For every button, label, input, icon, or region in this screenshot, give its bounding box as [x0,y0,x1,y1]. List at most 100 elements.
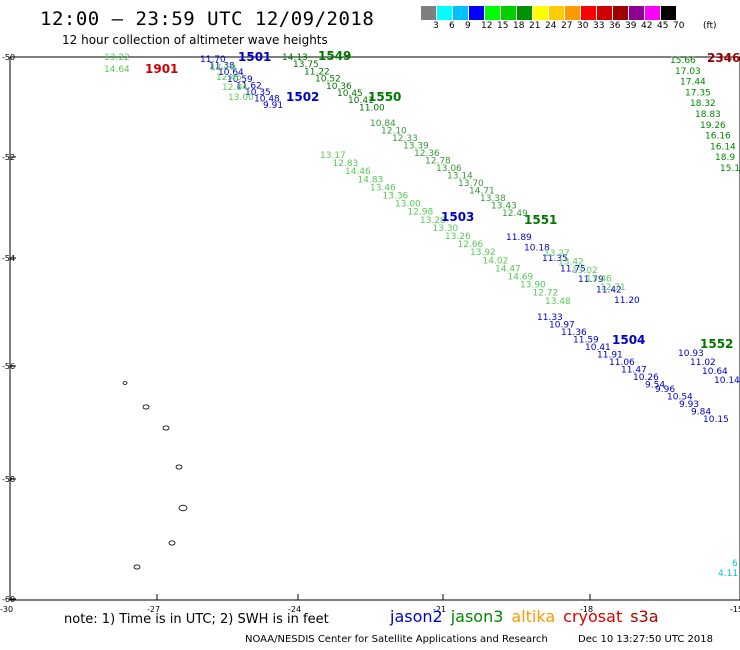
island-outline [178,504,188,512]
swh-value: 13.00 [228,93,254,103]
swh-value: 13.90 [520,281,546,291]
color-swatch [469,6,485,20]
lon-label: -24 [288,605,301,614]
swh-value: 13.30 [433,224,459,234]
swh-value: 11.02 [690,358,716,368]
swh-value: 13.14 [447,172,473,182]
swh-value: 11.70 [200,55,226,65]
swh-value: 17.44 [680,78,706,88]
swh-value: 15.1 [720,164,740,174]
swh-value: 9.54 [645,381,665,391]
axis-ticks [9,56,740,600]
color-scale-label: 3 [433,21,439,31]
swh-value: 13.06 [436,164,462,174]
lon-label: -21 [433,605,446,614]
color-scale-label: 9 [465,21,471,31]
color-scale-label: 42 [641,21,653,31]
pass-number-label: 1901 [145,62,178,76]
color-swatch [645,6,661,20]
color-scale-label: 12 [481,21,493,31]
swh-value: 16.14 [710,142,736,152]
swh-value: 10.97 [549,321,575,331]
swh-value: 10.48 [254,95,280,105]
color-swatch [629,6,645,20]
swh-value: 13.02 [572,266,598,276]
swh-value: 10.59 [227,75,253,85]
swh-value: 15.66 [670,56,696,66]
swh-value: 10.35 [245,88,271,98]
swh-value: 13.48 [545,297,571,307]
swh-value: 10.64 [218,68,244,78]
satellite-legend: jason2 jason3 altika cryosat s3a [390,607,667,626]
color-swatch [501,6,517,20]
swh-value: 10.45 [337,89,363,99]
island-outline [142,404,150,410]
swh-value: 11.47 [621,366,647,376]
color-swatch [485,6,501,20]
pass-number-label: 1552 [700,337,733,351]
swh-value: 13.28 [420,216,446,226]
island-outline [162,425,170,431]
swh-value: 12.04 [222,83,248,93]
color-scale-label: 33 [593,21,605,31]
swh-value: 12.33 [392,134,418,144]
color-swatch [661,6,677,20]
pass-number-label: 1550 [368,90,401,104]
swh-value: 18.32 [690,99,716,109]
color-scale-label: 27 [561,21,573,31]
color-scale-label: 18 [513,21,525,31]
swh-value: 14.71 [469,187,495,197]
color-swatch [533,6,549,20]
swh-value: 14.02 [483,256,509,266]
color-swatch [421,6,437,20]
lon-label: -27 [147,605,160,614]
swh-value: 10.64 [702,367,728,377]
island-outline [122,381,128,385]
swh-value: 11.59 [573,336,599,346]
swh-value: 18.9 [715,153,735,163]
swh-value: 16.16 [705,132,731,142]
color-scale-label: 21 [529,21,541,31]
swh-value: 4.11 [718,569,738,579]
pass-number-label: 2346 [707,51,740,65]
swh-value: 14.13 [282,53,308,63]
swh-value: 12.98 [408,208,434,218]
map-frame [9,56,740,601]
island-outline [168,540,176,546]
color-swatch [565,6,581,20]
color-swatch [517,6,533,20]
satellite-legend-item: jason3 [450,607,504,626]
lon-label: -15 [730,605,740,614]
swh-value: 11.22 [304,67,330,77]
swh-value: 10.41 [348,96,374,106]
observations: 11.7011.3810.6410.5911.6210.3510.489.911… [104,53,740,579]
pass-number-label: 1501 [238,50,271,64]
swh-value: 13.22 [104,53,130,63]
swh-value: 13.43 [491,202,517,212]
footer-credit: NOAA/NESDIS Center for Satellite Applica… [245,634,548,645]
swh-value: 11.33 [537,313,563,323]
swh-value: 9.93 [679,400,699,410]
map-subtitle: 12 hour collection of altimeter wave hei… [62,33,328,47]
swh-value: 10.52 [315,75,341,85]
swh-value: 10.26 [633,373,659,383]
footer-note: note: 1) Time is in UTC; 2) SWH is in fe… [64,612,329,627]
swh-value: 13.92 [470,248,496,258]
swh-value: 9.96 [655,385,675,395]
swh-value: 13.46 [586,275,612,285]
swh-value: 13.38 [480,194,506,204]
swh-value: 9.84 [691,408,711,418]
satellite-legend-item: s3a [630,607,659,626]
swh-value: 11.91 [597,351,623,361]
color-scale-label: 30 [577,21,589,31]
island-outlines [122,381,188,570]
swh-value: 14.69 [508,273,534,283]
swh-value: 13.46 [370,183,396,193]
color-scale-label: 15 [497,21,509,31]
axis-labels: -50 -52 -54 -56 -58 -60-30 -27 -24 -21 -18 -15 [0,53,740,614]
color-scale-label: 39 [625,21,637,31]
swh-value: 12.36 [414,149,440,159]
swh-value: 13.27 [544,249,570,259]
swh-value: 13.00 [395,200,421,210]
